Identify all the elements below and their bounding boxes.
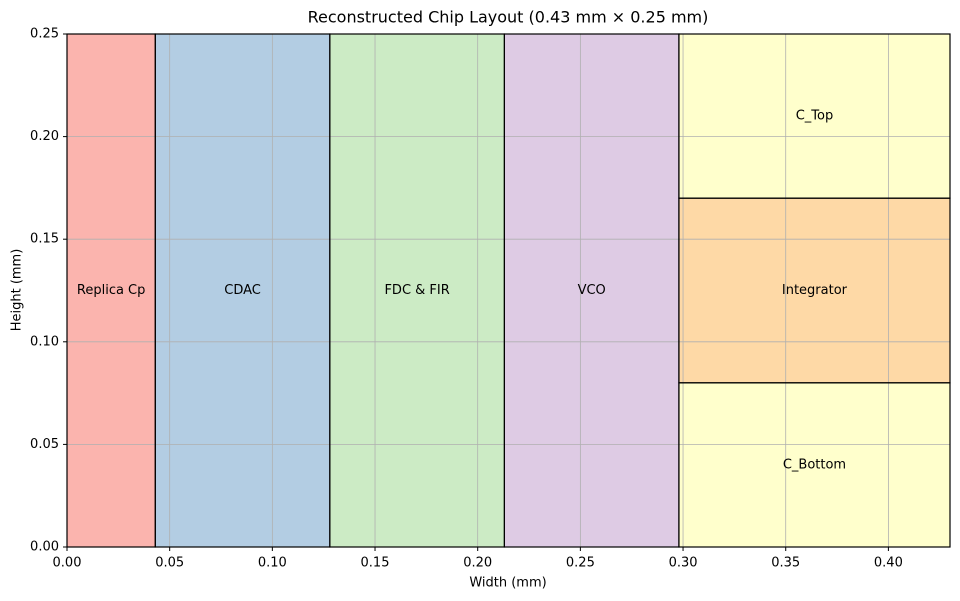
y-tick-label: 0.25 — [30, 27, 59, 42]
y-tick-label: 0.10 — [30, 334, 59, 349]
block-label: C_Bottom — [783, 457, 846, 472]
block — [678, 198, 950, 383]
chart-title: Reconstructed Chip Layout (0.43 mm × 0.2… — [308, 8, 709, 27]
block — [678, 382, 950, 547]
x-tick-label: 0.35 — [771, 556, 800, 571]
y-tick-label: 0.20 — [30, 129, 59, 144]
x-tick-label: 0.30 — [669, 556, 698, 571]
x-tick-label: 0.05 — [155, 556, 184, 571]
block — [329, 34, 505, 547]
x-tick-label: 0.00 — [53, 556, 82, 571]
block-label: Replica Cp — [77, 283, 146, 298]
x-axis-label: Width (mm) — [469, 576, 546, 591]
x-tick-label: 0.25 — [566, 556, 595, 571]
x-tick-label: 0.20 — [463, 556, 492, 571]
y-tick-label: 0.00 — [30, 540, 59, 555]
y-tick-label: 0.05 — [30, 437, 59, 452]
block-label: C_Top — [796, 109, 834, 124]
block — [504, 34, 679, 547]
y-tick-label: 0.15 — [30, 232, 59, 247]
block — [155, 34, 330, 547]
block-label: CDAC — [224, 283, 261, 298]
block — [678, 34, 950, 199]
block-label: Integrator — [782, 283, 848, 298]
block-label: FDC & FIR — [384, 283, 449, 298]
y-axis-label: Height (mm) — [10, 249, 25, 332]
block-label: VCO — [578, 283, 606, 298]
x-tick-label: 0.10 — [258, 556, 287, 571]
x-tick-label: 0.40 — [874, 556, 903, 571]
plot-frame — [66, 33, 951, 548]
block — [67, 34, 156, 547]
x-tick-label: 0.15 — [361, 556, 390, 571]
